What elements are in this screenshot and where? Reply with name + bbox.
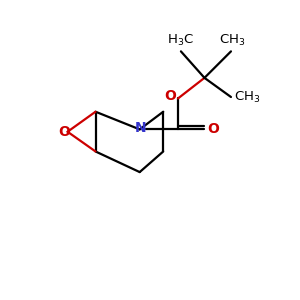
Text: O: O	[207, 122, 219, 136]
Text: O: O	[164, 89, 176, 103]
Text: $\mathregular{CH_3}$: $\mathregular{CH_3}$	[219, 33, 246, 48]
Text: $\mathregular{CH_3}$: $\mathregular{CH_3}$	[234, 89, 260, 104]
Text: N: N	[134, 121, 146, 135]
Text: $\mathregular{H_3C}$: $\mathregular{H_3C}$	[167, 33, 194, 48]
Text: O: O	[59, 125, 70, 139]
